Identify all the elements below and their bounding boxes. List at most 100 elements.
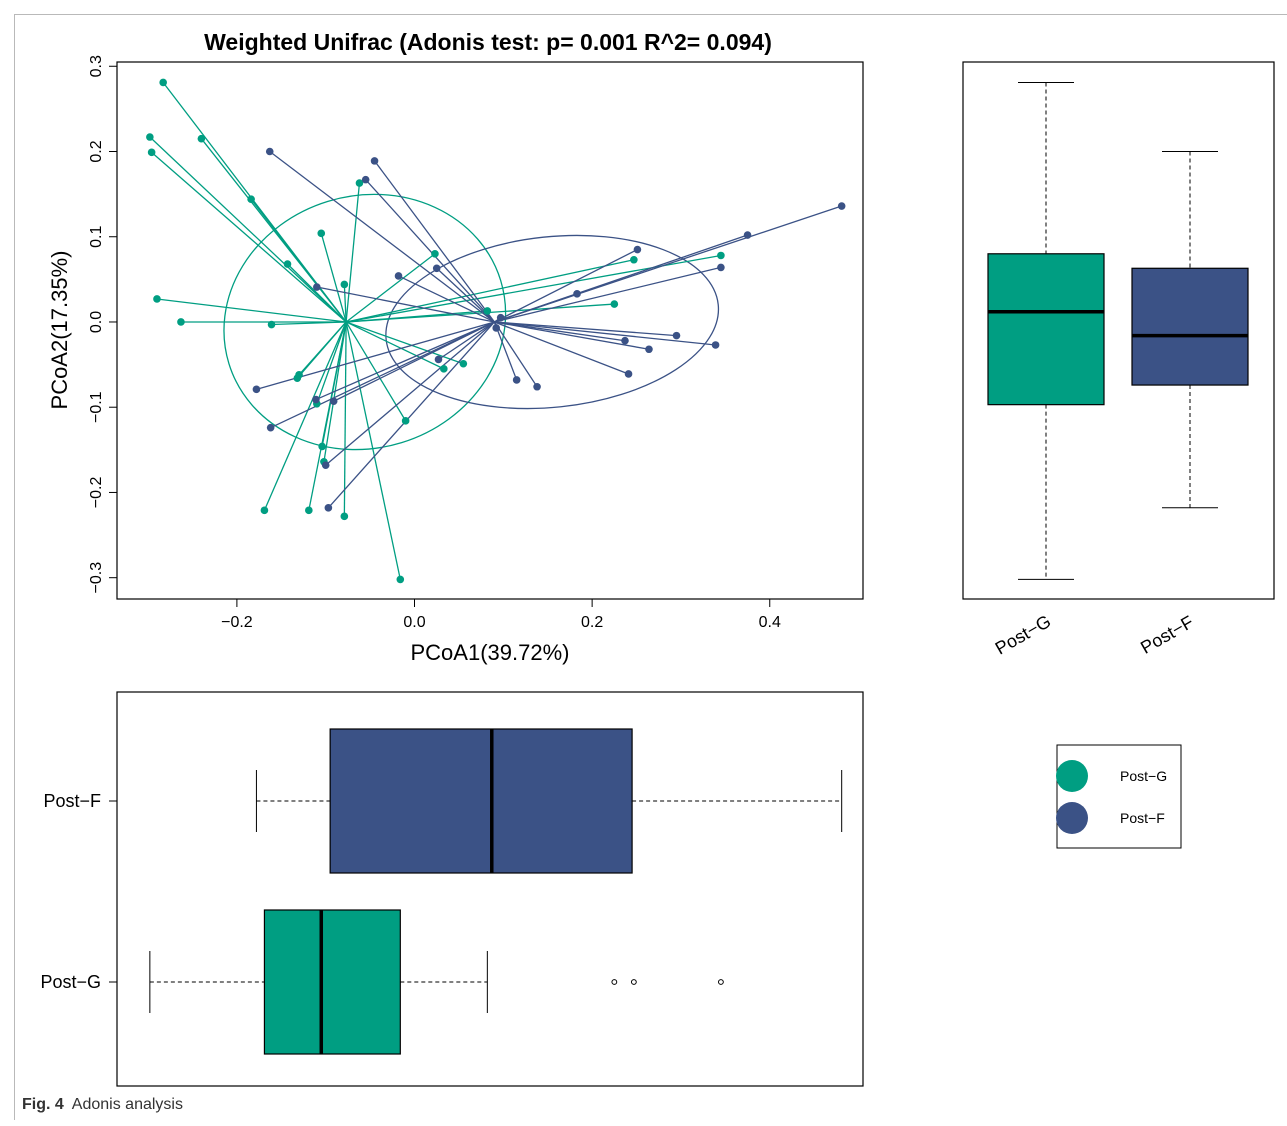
spoke-line: [287, 263, 347, 323]
spoke-line: [263, 321, 347, 511]
spoke-line: [365, 179, 495, 323]
data-point: [159, 78, 167, 87]
category-label: Post−G: [40, 972, 101, 992]
data-point: [370, 157, 379, 165]
data-point: [459, 359, 468, 368]
spoke-line: [345, 321, 464, 365]
data-point: [260, 506, 269, 515]
legend: Post−G Post−F: [1056, 760, 1167, 834]
data-point: [340, 280, 349, 289]
spoke-line: [345, 182, 361, 323]
legend-swatch: [1056, 760, 1088, 792]
data-point: [267, 320, 276, 329]
spoke-line: [438, 321, 495, 361]
data-point: [630, 255, 638, 264]
data-point: [743, 231, 752, 239]
box-pc1-category-labels: Post−F Post−G: [40, 791, 101, 992]
spoke-line: [494, 321, 716, 346]
data-point: [621, 336, 629, 345]
spoke-line: [343, 284, 347, 323]
category-label: Post−G: [992, 611, 1054, 659]
data-point: [293, 374, 302, 383]
spoke-line: [151, 151, 347, 323]
box-0: [987, 253, 1105, 406]
spoke-line: [296, 321, 347, 379]
data-point: [305, 506, 313, 515]
spoke-line: [346, 303, 615, 323]
data-point: [624, 370, 633, 378]
data-point: [837, 202, 846, 210]
data-point: [265, 147, 274, 156]
figure-caption: Fig. 4 Adonis analysis: [22, 1096, 183, 1114]
y-tick-label: 0.3: [88, 55, 105, 77]
data-point: [717, 263, 725, 272]
pcoa-ellipses: [223, 193, 720, 451]
spoke-line: [493, 321, 518, 381]
spoke-line: [494, 321, 677, 337]
data-point: [313, 283, 321, 291]
figure-caption-text: Adonis analysis: [71, 1096, 183, 1113]
spoke-line: [494, 321, 629, 375]
data-point: [610, 300, 619, 308]
spoke-line: [271, 321, 347, 326]
box-pc2-category-labels: Post−G Post−F: [992, 611, 1197, 659]
y-tick-label: −0.2: [88, 477, 105, 509]
spoke-line: [269, 150, 495, 323]
spoke-line: [345, 259, 635, 323]
y-tick-label: 0.2: [88, 140, 105, 162]
data-point: [533, 382, 541, 391]
y-tick-label: 0.0: [88, 311, 105, 333]
pcoa-points: [146, 78, 846, 584]
box-pc1-boxes: [109, 728, 843, 1055]
data-point: [146, 133, 154, 141]
data-point: [672, 331, 681, 340]
data-point: [329, 397, 338, 406]
legend-label: Post−G: [1120, 768, 1167, 784]
data-point: [340, 512, 349, 521]
spoke-line: [494, 321, 650, 350]
pcoa-x-axis-label: PCoA1(39.72%): [411, 640, 570, 665]
spoke-line: [156, 298, 347, 323]
x-tick-label: −0.2: [221, 614, 253, 631]
data-point: [573, 290, 581, 298]
pcoa-x-axis: −0.2 0.0 0.2 0.4: [221, 599, 781, 631]
pcoa-y-axis-label: PCoA2(17.35%): [47, 251, 72, 410]
spoke-line: [316, 321, 347, 405]
data-point: [361, 175, 370, 184]
y-tick-label: −0.1: [88, 391, 105, 423]
data-point: [645, 345, 653, 354]
y-tick-label: −0.3: [88, 562, 105, 594]
outlier-point: [718, 979, 724, 985]
pcoa-y-axis: −0.3 −0.2 −0.1 0.0 0.1 0.2 0.3: [88, 55, 117, 593]
data-point: [483, 307, 492, 315]
box-1: [1131, 267, 1249, 386]
data-point: [432, 264, 441, 273]
page-frame-top: [14, 14, 1287, 15]
legend-label: Post−F: [1120, 810, 1165, 826]
x-tick-label: 0.2: [581, 614, 603, 631]
spoke-line: [345, 321, 445, 370]
spoke-line: [494, 321, 626, 342]
spoke-line: [333, 321, 495, 402]
y-tick-label: 0.1: [88, 226, 105, 248]
data-point: [177, 318, 185, 326]
page-frame-left: [14, 14, 15, 1120]
category-label: Post−F: [43, 791, 101, 811]
x-tick-label: 0.0: [403, 614, 425, 631]
confidence-ellipse-1: [385, 234, 720, 410]
spoke-line: [320, 233, 347, 323]
data-point: [711, 341, 720, 349]
spoke-line: [493, 321, 538, 388]
spoke-line: [343, 321, 347, 517]
box-1: [263, 909, 401, 1055]
data-point: [153, 295, 161, 303]
data-point: [492, 324, 501, 332]
figure-caption-label: Fig. 4: [22, 1096, 64, 1113]
spoke-line: [149, 136, 347, 323]
data-point: [283, 260, 292, 268]
outlier-point: [630, 979, 637, 985]
data-point: [247, 195, 255, 204]
pcoa-plot-frame: [116, 61, 864, 600]
data-point: [434, 355, 443, 364]
